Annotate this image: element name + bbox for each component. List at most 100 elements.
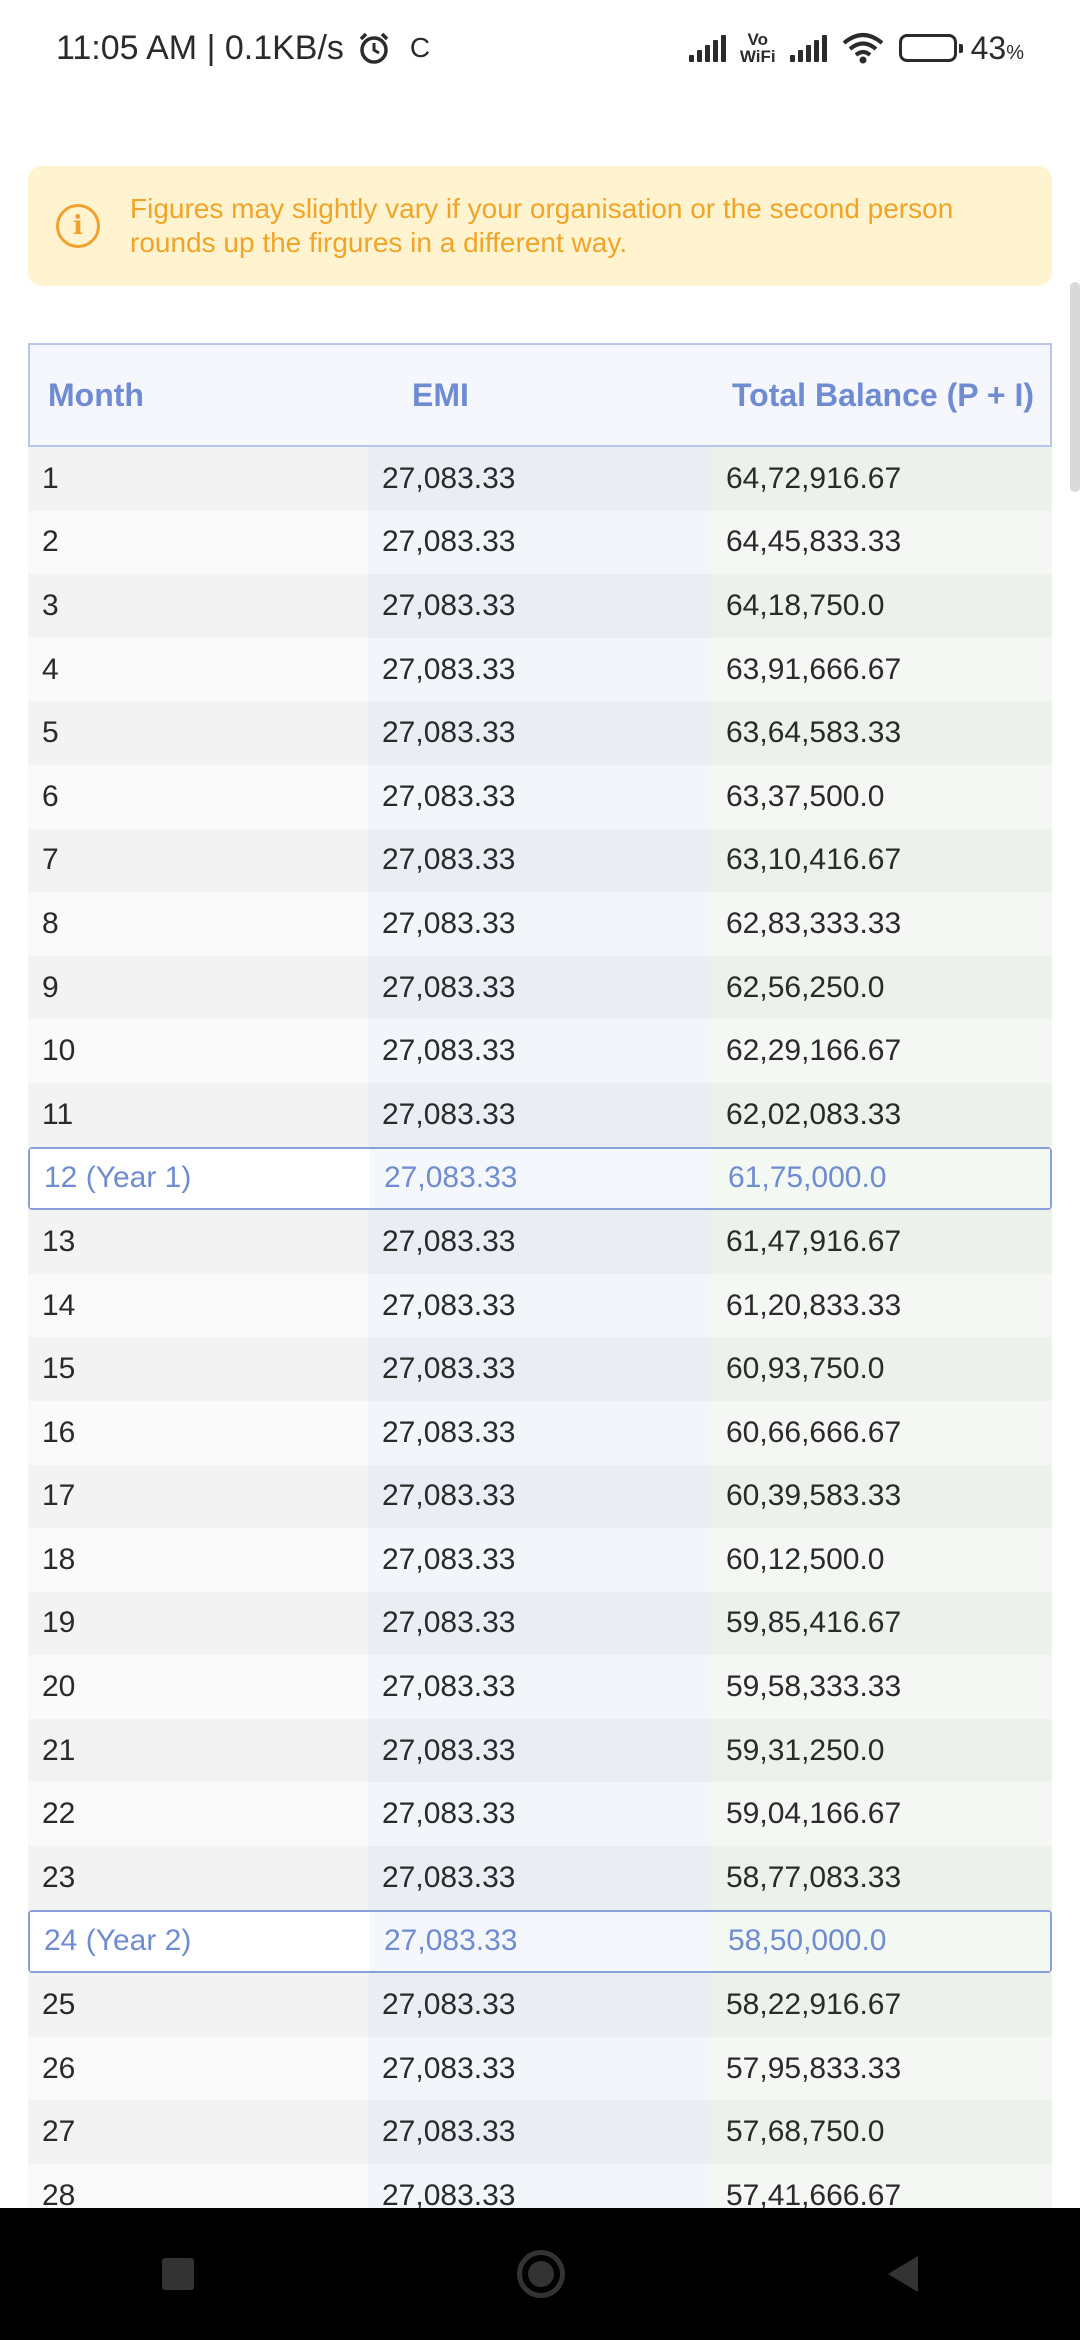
header-balance: Total Balance (P + I) <box>732 377 1035 413</box>
cell-balance: 60,93,750.0 <box>710 1337 1052 1401</box>
cell-emi: 27,083.33 <box>368 1210 710 1274</box>
cell-balance: 59,85,416.67 <box>710 1591 1052 1656</box>
cell-balance: 60,66,666.67 <box>710 1400 1052 1465</box>
info-icon: i <box>56 204 100 248</box>
table-row: 2 27,083.33 64,45,833.33 <box>28 510 1052 575</box>
scrollbar[interactable] <box>1070 282 1080 492</box>
cell-emi: 27,083.33 <box>368 764 710 829</box>
battery-suffix: % <box>1006 41 1024 64</box>
cell-month: 9 <box>28 955 368 1020</box>
cell-balance: 63,10,416.67 <box>710 828 1052 893</box>
cell-balance: 62,83,333.33 <box>710 892 1052 956</box>
cell-emi: 27,083.33 <box>368 1400 710 1465</box>
cell-balance: 57,68,750.0 <box>710 2100 1052 2165</box>
table-body: 1 27,083.33 64,72,916.67 2 27,083.33 64,45,83… <box>28 447 1052 2228</box>
table-row-year-end: 12 (Year 1) 27,083.33 61,75,000.0 <box>28 1146 1052 1211</box>
header-emi: EMI <box>412 376 469 413</box>
cell-month: 11 <box>28 1082 368 1147</box>
cell-month: 3 <box>28 574 368 638</box>
cell-emi: 27,083.33 <box>368 1464 710 1529</box>
cell-emi: 27,083.33 <box>368 1082 710 1147</box>
cell-emi: 27,083.33 <box>368 2100 710 2165</box>
cell-emi: 27,083.33 <box>368 510 710 575</box>
cell-month: 16 <box>28 1400 368 1465</box>
battery-icon <box>898 34 963 62</box>
table-row: 3 27,083.33 64,18,750.0 <box>28 574 1052 638</box>
cell-month: 23 <box>28 1846 368 1910</box>
header-month: Month <box>48 376 144 413</box>
cell-emi: 27,083.33 <box>368 828 710 893</box>
table-row: 19 27,083.33 59,85,416.67 <box>28 1591 1052 1656</box>
signal-icon-2 <box>789 34 827 62</box>
cell-month: 14 <box>28 1273 368 1338</box>
table-row: 4 27,083.33 63,91,666.67 <box>28 637 1052 702</box>
table-row: 9 27,083.33 62,56,250.0 <box>28 955 1052 1020</box>
table-row: 26 27,083.33 57,95,833.33 <box>28 2036 1052 2101</box>
cell-month: 4 <box>28 637 368 702</box>
table-row: 15 27,083.33 60,93,750.0 <box>28 1337 1052 1401</box>
cell-emi: 27,083.33 <box>368 447 710 511</box>
table-header: Month EMI Total Balance (P + I) <box>28 343 1052 447</box>
table-row-year-end: 24 (Year 2) 27,083.33 58,50,000.0 <box>28 1909 1052 1974</box>
cell-balance: 62,02,083.33 <box>710 1082 1052 1147</box>
cell-month: 26 <box>28 2036 368 2101</box>
cell-balance: 63,91,666.67 <box>710 637 1052 702</box>
cell-month: 8 <box>28 892 368 956</box>
home-dot <box>527 2261 554 2287</box>
triangle-back-icon[interactable] <box>888 2256 919 2292</box>
cell-emi: 27,083.33 <box>368 1019 710 1083</box>
table-row: 21 27,083.33 59,31,250.0 <box>28 1718 1052 1783</box>
cell-balance: 64,45,833.33 <box>710 510 1052 575</box>
square-recents-icon[interactable] <box>161 2258 194 2290</box>
cell-balance: 63,37,500.0 <box>710 764 1052 829</box>
table-row: 25 27,083.33 58,22,916.67 <box>28 1973 1052 2037</box>
cell-month: 20 <box>28 1655 368 1719</box>
cell-emi: 27,083.33 <box>368 1973 710 2037</box>
notice-banner: i Figures may slightly vary if your orga… <box>28 166 1052 286</box>
circle-home-icon[interactable] <box>516 2250 565 2298</box>
nav-bar <box>0 2208 1080 2340</box>
cell-emi: 27,083.33 <box>368 955 710 1020</box>
cell-emi: 27,083.33 <box>368 1718 710 1783</box>
table-row: 27 27,083.33 57,68,750.0 <box>28 2100 1052 2165</box>
table-row: 10 27,083.33 62,29,166.67 <box>28 1019 1052 1083</box>
table-row: 8 27,083.33 62,83,333.33 <box>28 892 1052 956</box>
cell-month: 12 (Year 1) <box>30 1148 370 1209</box>
cell-balance: 63,64,583.33 <box>710 701 1052 765</box>
cell-month: 6 <box>28 764 368 829</box>
cell-month: 5 <box>28 701 368 765</box>
cell-emi: 27,083.33 <box>370 1911 712 1972</box>
table-row: 28 27,083.33 57,41,666.67 <box>28 2164 1052 2228</box>
cell-balance: 58,77,083.33 <box>710 1846 1052 1910</box>
sync-glyph: C <box>409 32 431 63</box>
cell-emi: 27,083.33 <box>368 892 710 956</box>
cell-emi: 27,083.33 <box>368 1337 710 1401</box>
vowifi-icon: Vo WiFi <box>740 31 776 65</box>
cell-balance: 59,04,166.67 <box>710 1782 1052 1847</box>
cell-balance: 60,39,583.33 <box>710 1464 1052 1529</box>
cell-balance: 62,56,250.0 <box>710 955 1052 1020</box>
cell-month: 7 <box>28 828 368 893</box>
cell-balance: 61,20,833.33 <box>710 1273 1052 1338</box>
cell-emi: 27,083.33 <box>370 1148 712 1209</box>
cell-month: 18 <box>28 1528 368 1592</box>
status-bar: 11:05 AM | 0.1KB/s C Vo WiFi 43% <box>0 0 1080 96</box>
cell-emi: 27,083.33 <box>368 701 710 765</box>
cell-balance: 62,29,166.67 <box>710 1019 1052 1083</box>
cell-balance: 59,31,250.0 <box>710 1718 1052 1783</box>
status-right: Vo WiFi 43% <box>688 30 1024 67</box>
status-time: 11:05 AM | 0.1KB/s <box>56 28 344 67</box>
cell-balance: 61,75,000.0 <box>712 1148 1050 1209</box>
cell-month: 27 <box>28 2100 368 2165</box>
cell-emi: 27,083.33 <box>368 1846 710 1910</box>
cell-balance: 64,72,916.67 <box>710 447 1052 511</box>
table-row: 5 27,083.33 63,64,583.33 <box>28 701 1052 765</box>
table-row: 22 27,083.33 59,04,166.67 <box>28 1782 1052 1847</box>
cell-emi: 27,083.33 <box>368 2036 710 2101</box>
cell-balance: 58,22,916.67 <box>710 1973 1052 2037</box>
cell-balance: 57,95,833.33 <box>710 2036 1052 2101</box>
cell-month: 15 <box>28 1337 368 1401</box>
cell-emi: 27,083.33 <box>368 1591 710 1656</box>
cell-balance: 58,50,000.0 <box>712 1911 1050 1972</box>
cell-emi: 27,083.33 <box>368 1655 710 1719</box>
